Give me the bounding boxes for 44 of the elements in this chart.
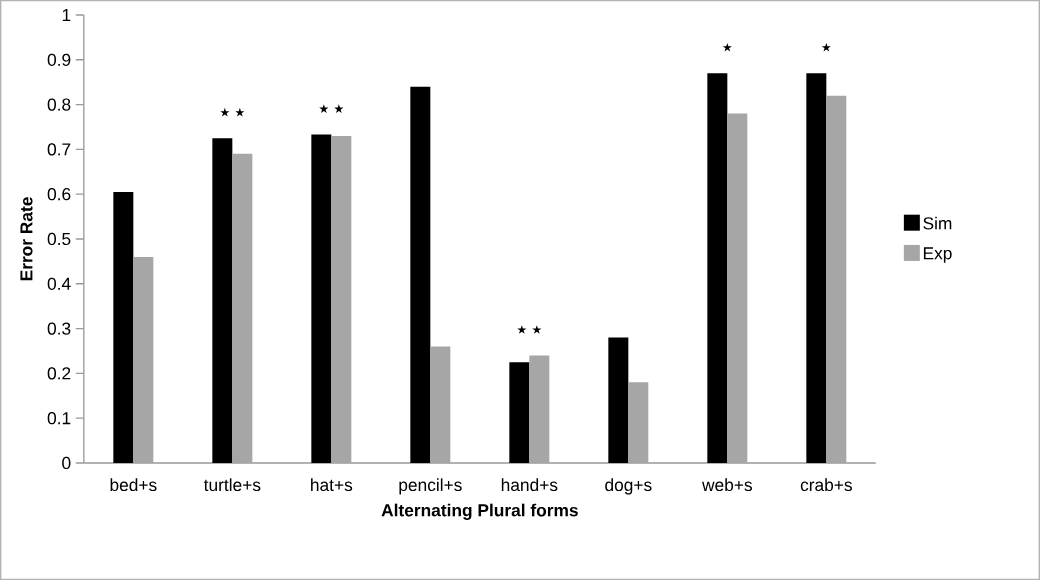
y-tick-label: 0.9 (47, 53, 71, 66)
bar (727, 113, 748, 463)
x-tick-label: bed+s (110, 478, 157, 492)
x-tick-label: web+s (702, 478, 752, 492)
annotation: ⋆⋆ (220, 107, 245, 117)
x-tick-label: hat+s (311, 478, 353, 492)
bar (529, 355, 550, 463)
bar (212, 138, 233, 463)
bar (133, 256, 154, 463)
bar (113, 191, 134, 463)
bar (430, 346, 451, 463)
x-axis-title: Alternating Plural forms (381, 503, 578, 520)
y-axis-title: Error Rate (20, 197, 33, 281)
bar (509, 362, 530, 463)
bar (628, 382, 649, 463)
bar (331, 135, 352, 463)
y-tick-label: 0.3 (47, 322, 71, 335)
x-tick-label: hand+s (501, 478, 558, 492)
x-tick-label: dog+s (605, 478, 652, 495)
y-tick-label: 0.8 (47, 98, 71, 111)
annotation: ⋆ (821, 42, 831, 52)
y-tick-label: 0.2 (47, 367, 71, 380)
annotation: ⋆⋆ (319, 104, 344, 113)
y-tick-label: 0.6 (47, 188, 71, 201)
y-tick-label: 1 (62, 9, 71, 21)
y-tick-label: 0.4 (47, 277, 71, 290)
legend-label: Sim (923, 216, 952, 230)
x-tick-label: pencil+s (399, 478, 462, 495)
x-tick-label: turtle+s (203, 478, 261, 492)
legend-label: Exp (923, 247, 952, 263)
y-tick-label: 0 (62, 456, 71, 470)
y-tick-label: 0.1 (47, 412, 71, 425)
x-tick-label: crab+s (800, 478, 852, 492)
bar (410, 86, 431, 463)
annotation: ⋆⋆ (517, 325, 542, 334)
bar (826, 95, 847, 463)
y-tick-label: 0.7 (47, 143, 71, 156)
bar (608, 337, 629, 463)
y-tick-label: 0.5 (47, 232, 71, 246)
annotation: ⋆ (722, 42, 732, 52)
bar (806, 73, 827, 463)
bar (707, 73, 728, 463)
bar (232, 153, 253, 463)
bar (311, 134, 332, 463)
